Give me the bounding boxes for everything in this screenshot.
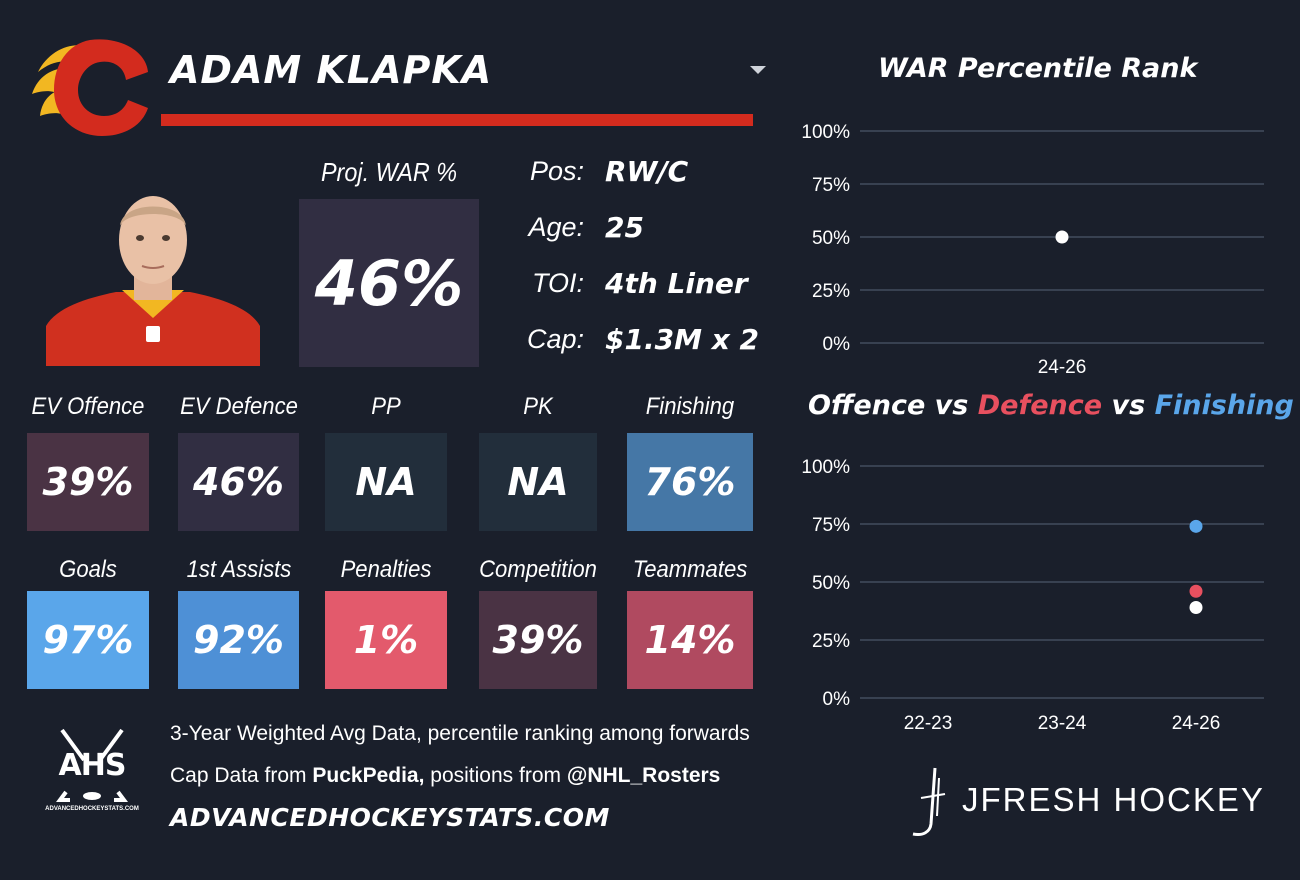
chart1-title: WAR Percentile Rank <box>878 53 1198 84</box>
stat-box-competition: 39% <box>479 591 597 689</box>
stat-label-1st-assists: 1st Assists <box>186 556 292 583</box>
player-headshot-icon <box>46 196 260 366</box>
stat-label-competition: Competition <box>479 556 597 583</box>
footer-puckpedia-link[interactable]: PuckPedia, <box>312 764 425 787</box>
chart2-ytick-label: 25% <box>812 631 850 652</box>
chart2-xtick-label: 24-26 <box>1172 713 1221 734</box>
chart2-title-part-4: Finishing <box>1154 390 1294 421</box>
proj-war-label: Proj. WAR % <box>320 157 458 187</box>
chart2-xtick-label: 23-24 <box>1038 713 1087 734</box>
footer-site-link[interactable]: ADVANCEDHOCKEYSTATS.COM <box>170 803 610 832</box>
chart2-ytick-label: 0% <box>823 689 851 710</box>
stat-label-goals: Goals <box>59 556 117 583</box>
chart2-title-part-3: vs <box>1102 390 1155 421</box>
chart1-ytick-label: 0% <box>823 334 851 355</box>
stat-box-penalties: 1% <box>325 591 447 689</box>
offence-defence-finishing-chart: 100% 75% 50% 25% 0% 22-23 23-24 24-26 <box>801 457 1264 734</box>
flames-logo-icon <box>32 39 148 136</box>
chart1-ytick-label: 100% <box>801 122 850 143</box>
proj-war-value: 46% <box>299 199 479 367</box>
footer-mid: positions from <box>424 764 567 787</box>
hockey-sticks-icon <box>56 728 128 802</box>
stat-box-ev-offence: 39% <box>27 433 149 531</box>
ahs-logo-sub: ADVANCEDHOCKEYSTATS.COM <box>45 806 139 812</box>
player-name: ADAM KLAPKA <box>170 48 493 92</box>
footer-note-2: Cap Data from PuckPedia, positions from … <box>170 764 720 788</box>
info-value-age: 25 <box>605 211 644 244</box>
chevron-down-icon[interactable] <box>750 66 766 74</box>
stat-box-goals: 97% <box>27 591 149 689</box>
footer-prefix: Cap Data from <box>170 764 313 787</box>
ahs-logo-text: AHS <box>58 748 127 783</box>
chart2-point <box>1189 584 1203 598</box>
chart1-ytick-label: 75% <box>812 175 850 196</box>
footer-note-1: 3-Year Weighted Avg Data, percentile ran… <box>170 722 750 745</box>
info-label-cap: Cap: <box>526 324 584 354</box>
chart2-ytick-label: 75% <box>812 515 850 536</box>
chart2-title-part-1: vs <box>925 390 978 421</box>
brand-name: JFRESH HOCKEY <box>962 781 1265 818</box>
chart2-title-part-2: Defence <box>977 390 1103 421</box>
chart2-ytick-label: 100% <box>801 457 850 478</box>
info-value-cap: $1.3M x 2 <box>605 323 759 356</box>
stat-label-ev-offence: EV Offence <box>31 393 145 420</box>
player-photo <box>46 186 260 366</box>
stat-label-teammates: Teammates <box>632 556 748 583</box>
chart2-xtick-label: 22-23 <box>904 713 953 734</box>
war-percentile-chart: 100% 75% 50% 25% 0% 24-26 <box>801 122 1264 378</box>
stat-box-1st-assists: 92% <box>178 591 299 689</box>
stat-box-pk: NA <box>479 433 597 531</box>
chart2-title: Offence vs Defence vs Finishing <box>808 390 1294 421</box>
stat-box-pp: NA <box>325 433 447 531</box>
jfresh-stick-icon <box>912 767 946 836</box>
stat-box-ev-defence: 46% <box>178 433 299 531</box>
jfresh-logo <box>905 764 955 840</box>
chart1-ytick-label: 50% <box>812 228 850 249</box>
info-value-toi: 4th Liner <box>605 267 748 300</box>
stat-box-teammates: 14% <box>627 591 753 689</box>
stat-label-finishing: Finishing <box>645 393 735 420</box>
info-value-pos: RW/C <box>605 155 689 188</box>
chart1-ytick-label: 25% <box>812 281 850 302</box>
chart2-ytick-label: 50% <box>812 573 850 594</box>
footer-nhl-rosters-link[interactable]: @NHL_Rosters <box>566 764 721 787</box>
chart2-title-part-0: Offence <box>808 390 926 421</box>
stat-label-penalties: Penalties <box>340 556 432 583</box>
chart1-xtick-label: 24-26 <box>1038 357 1087 378</box>
team-logo <box>28 32 152 138</box>
chart1-point <box>1055 230 1069 244</box>
name-underline <box>161 114 753 126</box>
stat-label-ev-defence: EV Defence <box>180 393 298 420</box>
chart2-point <box>1189 519 1203 533</box>
chart2-point <box>1189 601 1203 615</box>
info-label-age: Age: <box>528 212 584 242</box>
stat-label-pp: PP <box>371 393 401 420</box>
ahs-logo: AHS ADVANCEDHOCKEYSTATS.COM <box>40 726 144 818</box>
stat-label-pk: PK <box>523 393 553 420</box>
info-label-pos: Pos: <box>529 156 584 186</box>
stat-box-finishing: 76% <box>627 433 753 531</box>
info-label-toi: TOI: <box>531 268 584 298</box>
